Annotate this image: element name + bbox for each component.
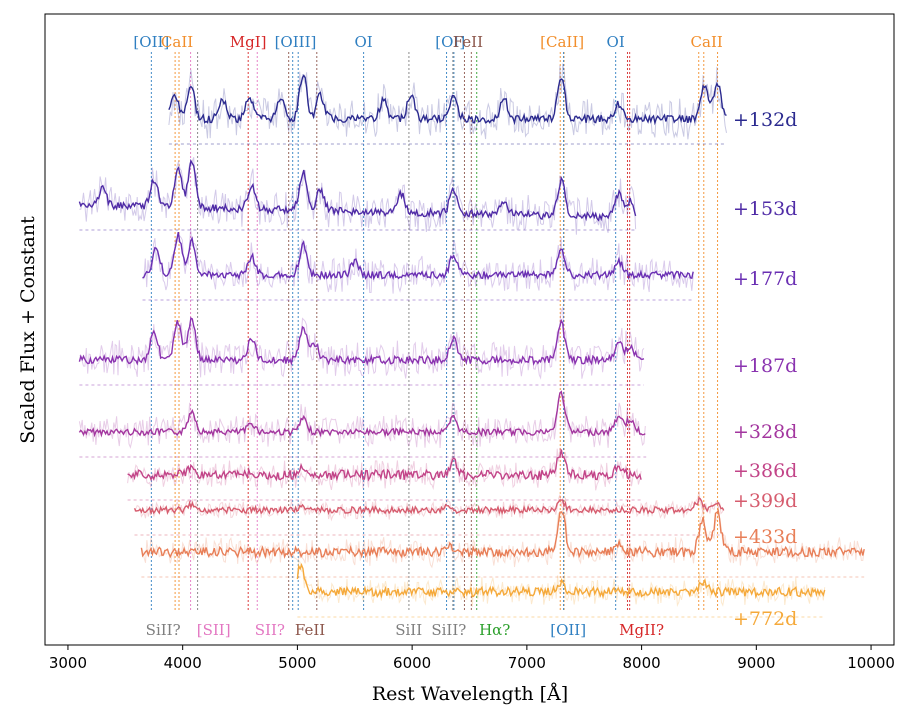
x-tick-label: 10000 [847,654,895,672]
legend: +132d +153d +177d +187d +328d +386d +399d +433d… [733,109,797,630]
legend-entry: +187d [733,355,797,377]
spectrum-raw [142,228,694,294]
bottom-line-label: SiII [395,621,422,639]
spectrum-line [296,562,826,600]
bottom-line-label: MgII? [619,621,664,639]
spectrum-raw [296,559,826,607]
top-line-label: CaII [691,33,723,51]
bottom-line-label: [OII] [550,621,586,639]
top-line-label: OI [354,33,372,51]
spectrum-line [133,496,725,516]
x-axis-label: Rest Wavelength [Å] [372,683,568,705]
x-tick-label: 6000 [393,654,431,672]
top-line-label: [OII] [133,33,169,51]
bottom-line-labels: SiII? [SII] SII? FeII SiII SiII? Hα? [OII] MgII? [146,621,664,639]
x-tick-label: 5000 [278,654,316,672]
spectrum-line [140,508,865,560]
bottom-line-label: SII? [255,621,285,639]
line-markers [150,52,719,612]
spectrum-line [78,316,645,367]
legend-entry: +177d [733,268,797,290]
legend-entry: +399d [733,490,797,512]
spectrum-line [142,231,694,281]
x-tick-label: 8000 [623,654,661,672]
top-line-label: [OIII] [275,33,317,51]
spectrum-raw [79,305,645,380]
legend-entry: +132d [733,109,797,131]
top-line-label: [CaII] [540,33,584,51]
legend-entry: +386d [733,460,797,482]
x-axis: 3000 4000 5000 6000 7000 8000 9000 10000 [49,645,895,672]
legend-entry: +153d [733,198,797,220]
spectrum-line [78,158,637,222]
x-tick-label: 4000 [164,654,202,672]
top-line-label: FeII [453,33,483,51]
spectrum-raw [168,63,727,140]
bottom-line-label: [SII] [197,621,231,639]
bottom-line-label: SiII? [431,621,466,639]
spectra-series [78,63,865,618]
legend-entry: +328d [733,421,797,443]
x-tick-label: 7000 [508,654,546,672]
x-tick-label: 9000 [737,654,775,672]
y-axis-label: Scaled Flux + Constant [17,216,39,444]
spectrum-raw [79,157,637,235]
top-line-labels: [OII]CaII MgI] [OIII] OI [OI]FeII [CaII] OI CaI… [133,33,722,51]
plot-frame [44,13,895,646]
x-tick-label: 3000 [49,654,87,672]
top-line-label: MgI] [230,33,267,51]
top-line-label: CaII [161,33,193,51]
spectrum-raw [134,491,725,522]
spectrum-line [168,74,727,126]
legend-entry: +772d [733,608,797,630]
bottom-line-label: Hα? [479,621,510,639]
top-line-label: [OI] [435,33,465,51]
spectrum-line [78,390,646,438]
top-line-label: OI [607,33,625,51]
bottom-line-label: FeII [295,621,325,639]
legend-entry: +433d [733,526,797,548]
spectrum-raw [78,389,646,449]
bottom-line-label: SiII? [146,621,181,639]
spectrum-line [127,449,642,482]
